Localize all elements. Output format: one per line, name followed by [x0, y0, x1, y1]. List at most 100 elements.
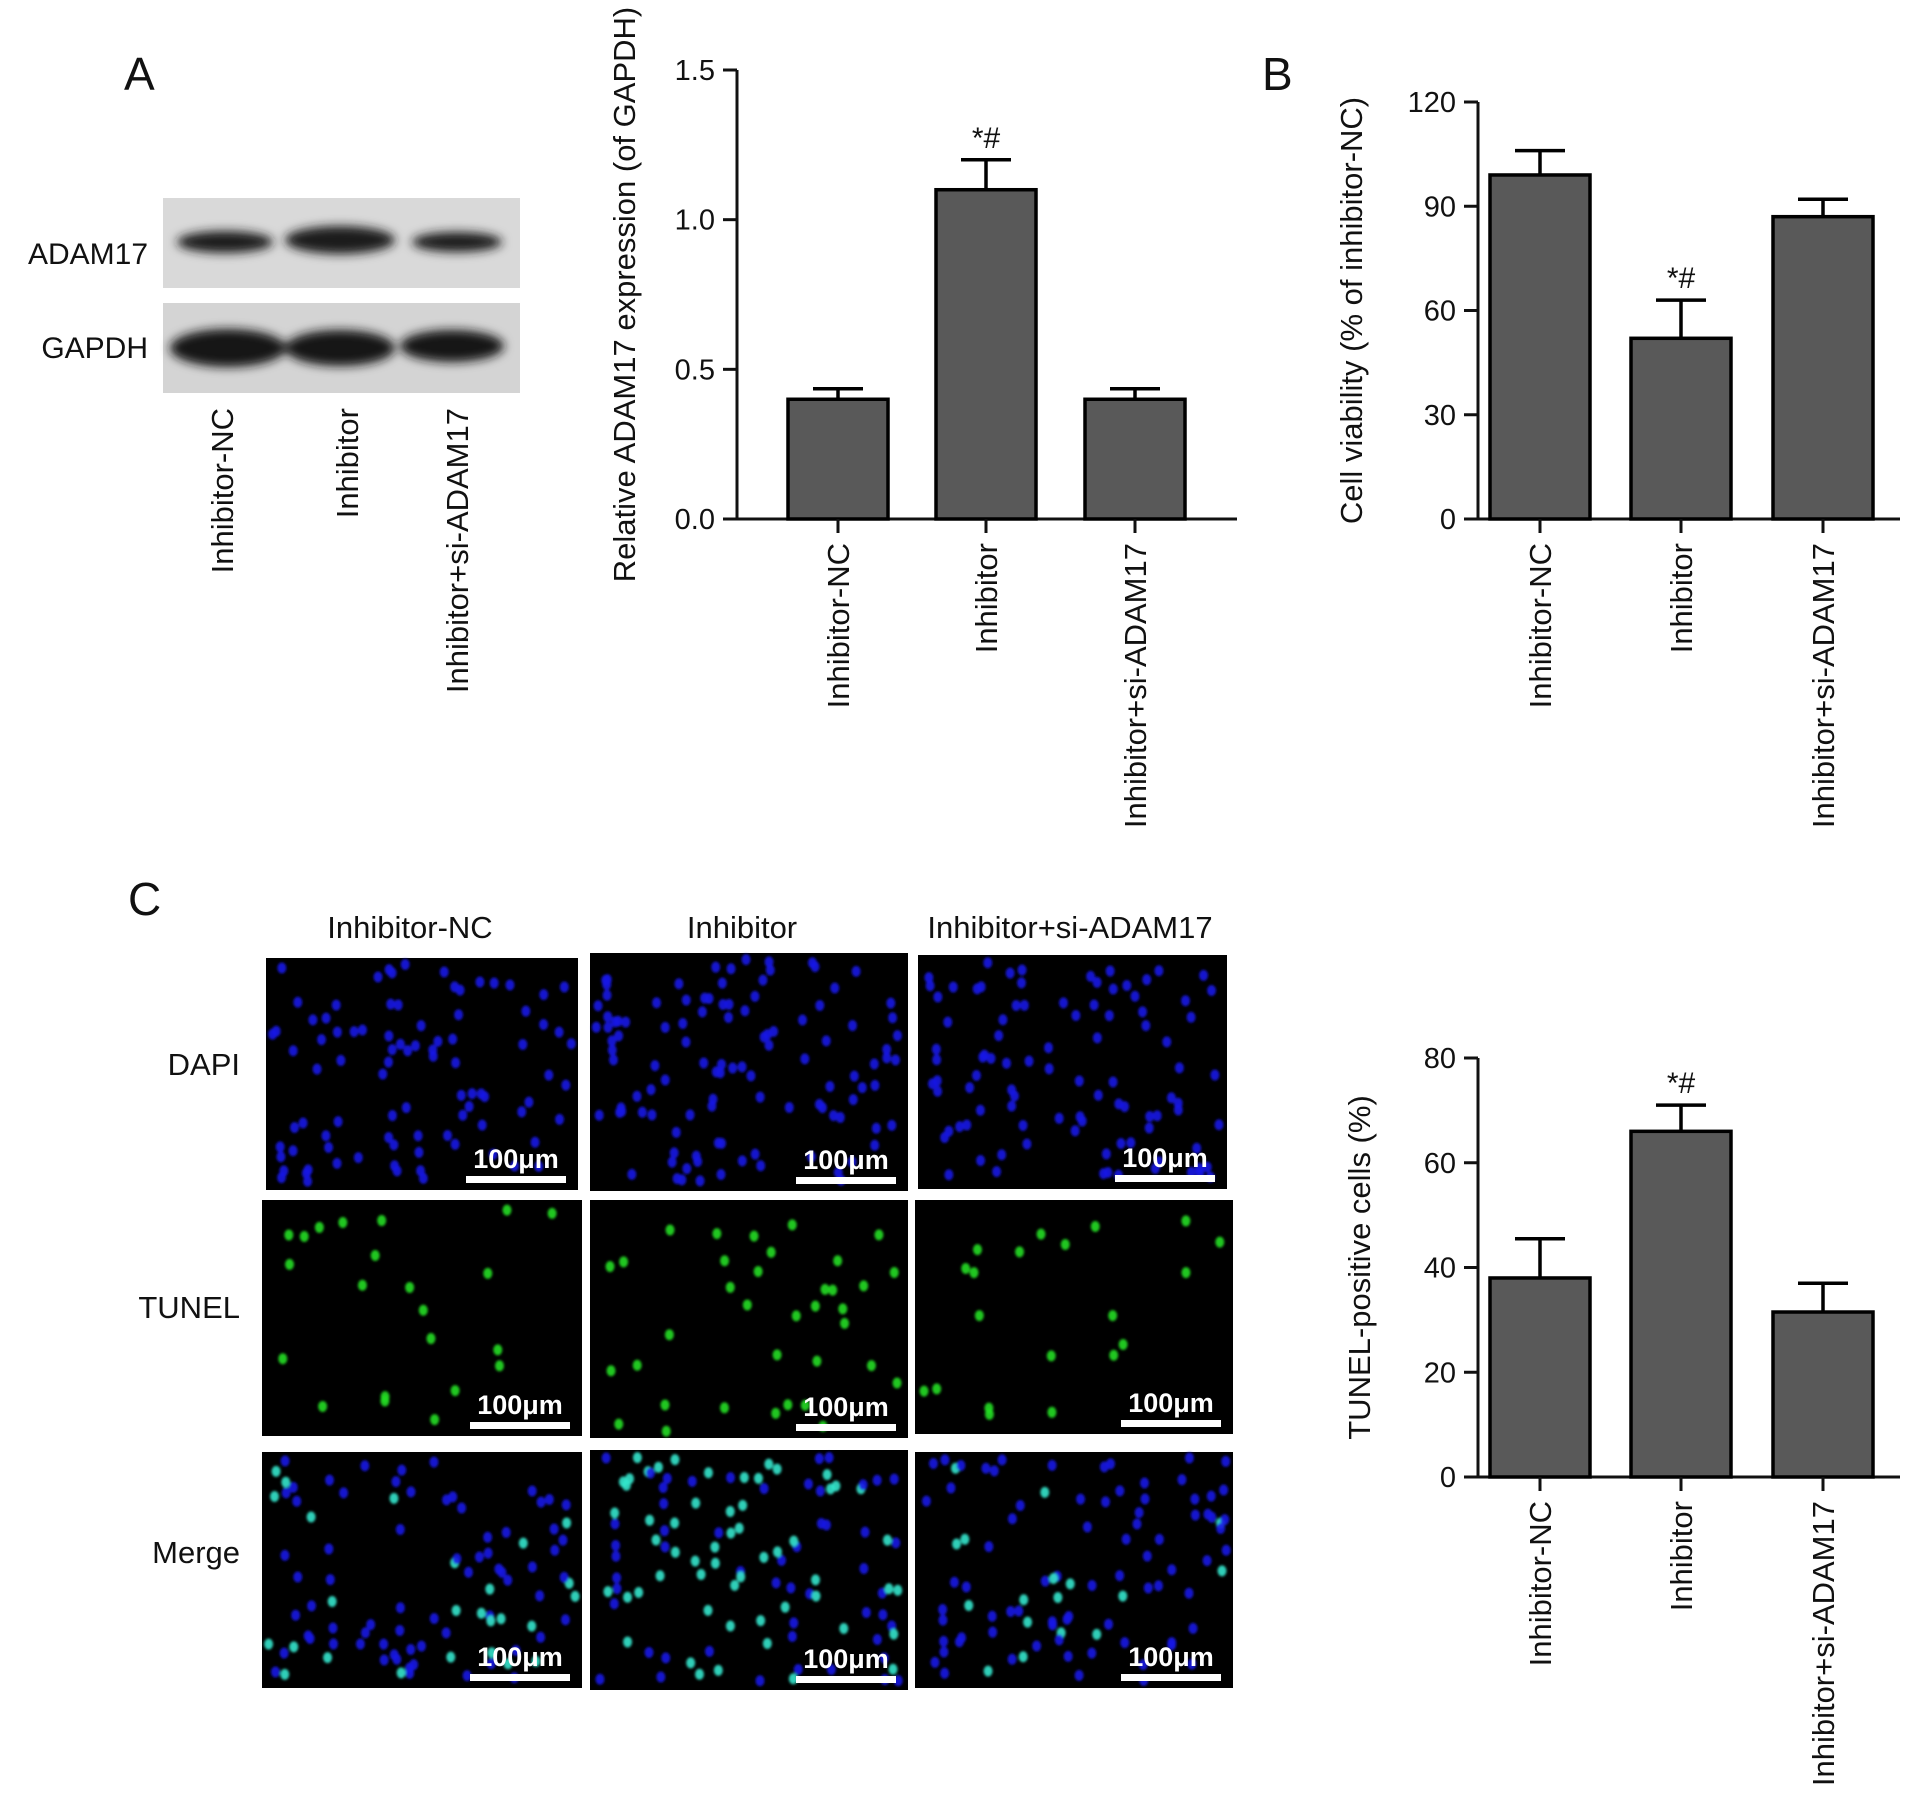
micro-panel-background	[590, 1200, 908, 1438]
nucleus	[1074, 1075, 1084, 1087]
nucleus	[933, 1085, 943, 1097]
nucleus	[992, 1166, 1002, 1178]
nucleus	[741, 954, 751, 966]
nucleus	[418, 1304, 428, 1316]
nucleus	[835, 1111, 845, 1123]
nucleus	[734, 1522, 744, 1534]
nucleus	[611, 1539, 621, 1551]
nuclei	[919, 1215, 1225, 1420]
nucleus	[670, 1517, 680, 1529]
nucleus	[448, 1491, 458, 1503]
nucleus	[989, 1465, 999, 1477]
nucleus	[882, 1052, 892, 1064]
nucleus	[1181, 1267, 1191, 1279]
nucleus	[271, 1465, 281, 1477]
nucleus	[756, 1615, 766, 1627]
nucleus	[1019, 999, 1029, 1011]
gapdh-band-3	[400, 330, 504, 362]
nucleus	[293, 996, 303, 1008]
nucleus	[1199, 969, 1209, 981]
nucleus	[976, 981, 986, 993]
nucleus	[386, 998, 396, 1010]
nucleus	[317, 1034, 327, 1046]
micro-row-label-dapi: DAPI	[168, 1047, 240, 1082]
nucleus	[416, 1020, 426, 1032]
significance-label-2: *#	[1667, 1067, 1696, 1100]
nucleus	[723, 1012, 733, 1024]
scale-bar-label: 100μm	[1128, 1642, 1214, 1672]
nucleus	[299, 1230, 309, 1242]
nucleus	[893, 1584, 903, 1596]
nucleus	[366, 1619, 376, 1631]
nucleus	[944, 1125, 954, 1137]
nucleus	[803, 1478, 813, 1490]
nucleus	[433, 1035, 443, 1047]
nucleus	[892, 1030, 902, 1042]
nucleus	[1082, 1521, 1092, 1533]
nuclei	[278, 1204, 557, 1426]
nucleus	[454, 1009, 464, 1021]
nucleus	[277, 962, 287, 974]
nucleus	[410, 1040, 420, 1052]
nucleus	[1018, 1119, 1028, 1131]
nucleus	[965, 1082, 975, 1094]
nucleus	[595, 1673, 605, 1685]
nucleus	[869, 1058, 879, 1070]
nucleus	[1089, 999, 1099, 1011]
nucleus	[457, 1502, 467, 1514]
nucleus	[395, 1524, 405, 1536]
nucleus	[810, 961, 820, 973]
nucleus	[971, 1069, 981, 1081]
nucleus	[932, 1054, 942, 1066]
nucleus	[1036, 1228, 1046, 1240]
x-category-label-2: Inhibitor	[1664, 543, 1699, 653]
nucleus	[738, 1499, 748, 1511]
nucleus	[787, 1219, 797, 1231]
nucleus	[358, 1024, 368, 1036]
x-category-label-3: Inhibitor+si-ADAM17	[1118, 543, 1153, 828]
nucleus	[328, 1638, 338, 1650]
nucleus	[728, 1062, 738, 1074]
nucleus	[562, 1517, 572, 1529]
nucleus	[739, 1472, 749, 1484]
nucleus	[380, 1395, 390, 1407]
nucleus	[489, 977, 499, 989]
nucleus	[518, 1537, 528, 1549]
nucleus	[1007, 1513, 1017, 1525]
nucleus	[406, 1486, 416, 1498]
nucleus	[736, 1571, 746, 1583]
nucleus	[292, 1495, 302, 1507]
nucleus	[696, 1568, 706, 1580]
micro-col-title-3: Inhibitor+si-ADAM17	[927, 910, 1212, 945]
x-category-label-3: Inhibitor+si-ADAM17	[1806, 543, 1841, 828]
nucleus	[1130, 990, 1140, 1002]
nucleus	[943, 1016, 953, 1028]
nucleus	[938, 1604, 948, 1616]
nucleus	[450, 1138, 460, 1150]
adam17-band-1	[177, 231, 273, 253]
western-blot: ADAM17 GAPDH Inhibitor-NC Inhibitor Inhi…	[28, 198, 520, 693]
nucleus	[828, 1110, 838, 1122]
nucleus	[787, 1630, 797, 1642]
nucleus	[831, 1480, 841, 1492]
nucleus	[327, 1595, 337, 1607]
nucleus	[764, 1039, 774, 1051]
nucleus	[1120, 1101, 1130, 1113]
nucleus	[544, 1069, 554, 1081]
nucleus	[1203, 1508, 1213, 1520]
nucleus	[384, 964, 394, 976]
nucleus	[1220, 1514, 1230, 1526]
scale-bar	[1121, 1420, 1221, 1427]
nucleus	[1106, 1458, 1116, 1470]
nucleus	[944, 1169, 954, 1181]
y-tick-label: 0	[1440, 504, 1456, 536]
nucleus	[325, 1574, 335, 1586]
nucleus	[627, 1168, 637, 1180]
nucleus	[395, 1602, 405, 1614]
nucleus	[1215, 1236, 1225, 1248]
nucleus	[984, 1541, 994, 1553]
nucleus	[561, 1079, 571, 1091]
scale-bar	[1115, 1175, 1215, 1182]
nucleus	[339, 1487, 349, 1499]
nucleus	[387, 1110, 397, 1122]
